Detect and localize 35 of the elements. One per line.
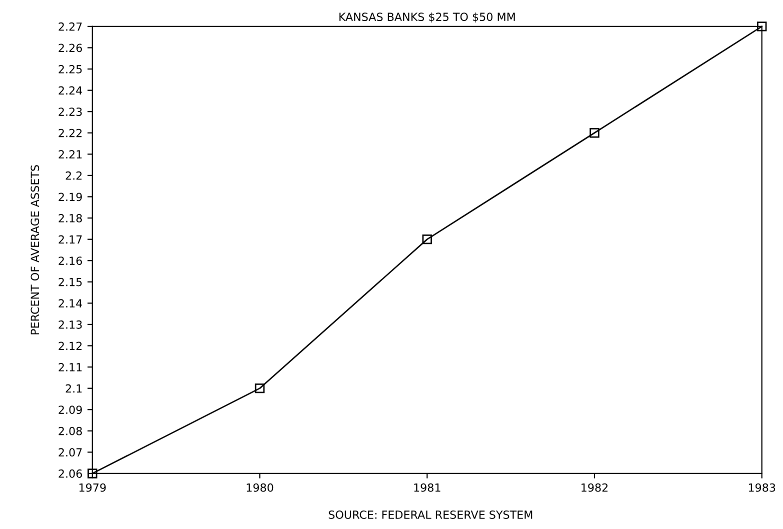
y-tick-label: 2.07 — [58, 448, 82, 457]
x-tick-label: 1982 — [582, 483, 608, 492]
x-tick-label: 1979 — [79, 483, 106, 492]
y-tick-label: 2.13 — [58, 320, 82, 329]
y-tick-label: 2.17 — [58, 235, 82, 244]
chart-title: KANSAS BANKS $25 TO $50 MM — [339, 12, 515, 23]
y-tick-label: 2.11 — [58, 363, 82, 372]
y-tick-label: 2.19 — [58, 192, 82, 202]
y-tick-label: 2.06 — [58, 469, 82, 478]
point — [756, 22, 767, 32]
y-tick-label: 2.08 — [58, 426, 82, 436]
y-tick-label: 2.12 — [58, 342, 82, 350]
y-tick-label: 2.14 — [58, 299, 82, 308]
y-tick-label: 2.2 — [66, 171, 82, 180]
x-tick-label: 1981 — [414, 483, 440, 492]
x-tick-label: 1980 — [246, 483, 274, 492]
y-tick-label: 2.15 — [58, 278, 82, 286]
source-note: SOURCE: FEDERAL RESERVE SYSTEM — [328, 510, 532, 519]
y-tick-label: 2.25 — [58, 64, 82, 74]
y-tick-label: 2.21 — [58, 150, 82, 158]
y-tick-label: 2.27 — [58, 22, 82, 31]
y-tick-label: 2.22 — [58, 128, 82, 138]
y-tick-label: 2.16 — [58, 256, 82, 265]
point — [254, 383, 265, 394]
y-tick-label: 2.1 — [66, 384, 82, 393]
y-tick-label: 2.18 — [58, 214, 82, 222]
point — [88, 468, 98, 478]
y-tick-label: 2.26 — [58, 44, 82, 52]
y-tick-label: 2.09 — [58, 406, 82, 414]
y-axis-title: PERCENT OF AVERAGE ASSETS — [30, 165, 40, 334]
y-tick-label: 2.24 — [58, 86, 82, 95]
y-tick-label: 2.23 — [58, 108, 82, 116]
point — [590, 128, 600, 138]
point — [422, 234, 432, 244]
x-tick-label: 1983 — [748, 483, 776, 492]
